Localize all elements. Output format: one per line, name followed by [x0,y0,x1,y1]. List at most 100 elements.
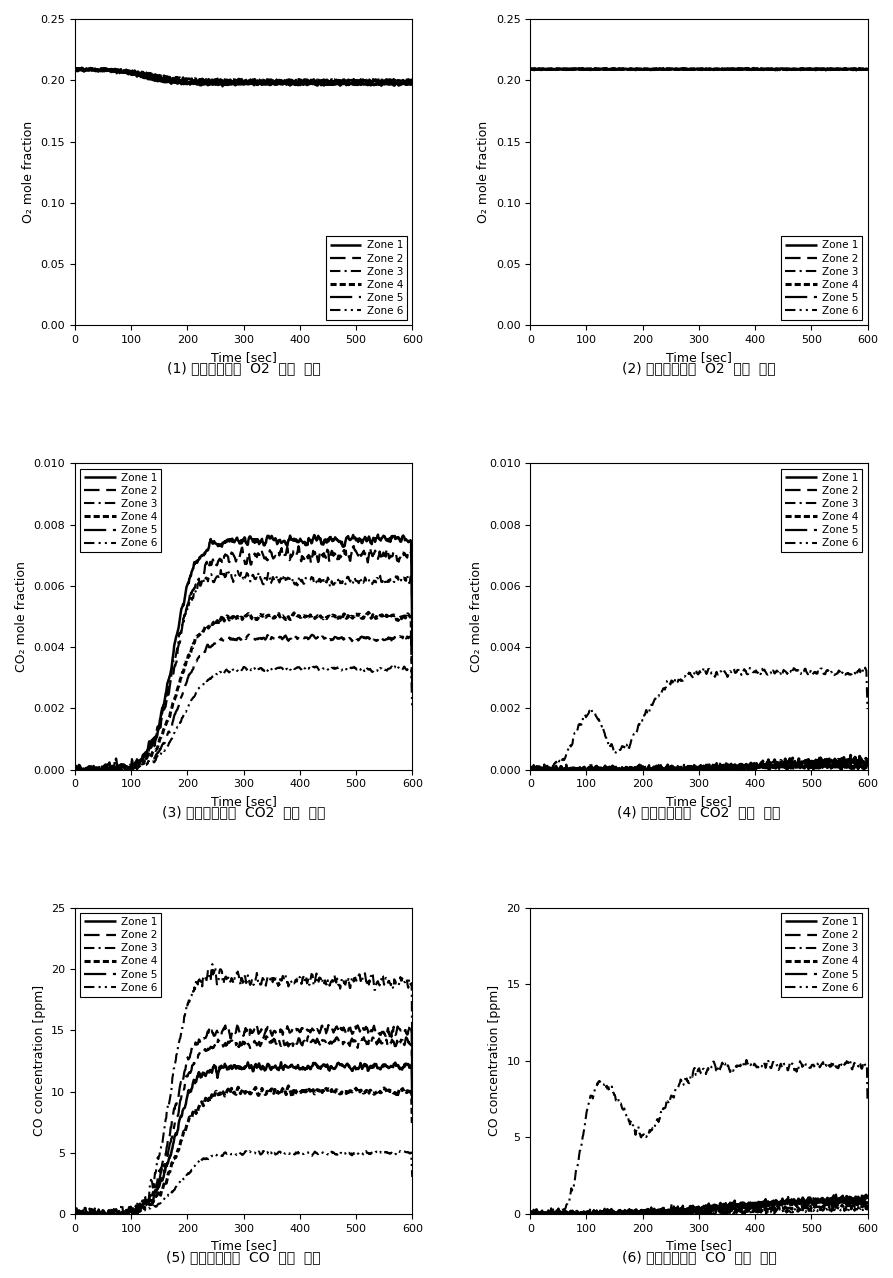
Zone 4 [296,1084,306,1099]
Zone 3 [585,63,596,78]
Zone 4 [751,61,762,77]
Zone 4 [862,1191,872,1206]
Zone 2 [70,61,80,77]
Zone 1 [590,60,601,75]
Zone 3 [751,1058,762,1074]
Line: Zone 6: Zone 6 [75,665,413,772]
X-axis label: Time [sec]: Time [sec] [666,1240,732,1252]
Zone 5 [325,631,336,647]
Zone 4 [724,758,735,773]
Zone 3 [325,976,336,992]
Line: Zone 1: Zone 1 [530,68,867,70]
Zone 1 [828,755,839,771]
Zone 4 [324,77,335,92]
Zone 3 [207,956,218,971]
Zone 2 [222,1022,233,1038]
Zone 2 [157,69,168,84]
Zone 6 [613,762,623,777]
Zone 4 [325,1082,336,1098]
Line: Zone 1: Zone 1 [530,1199,867,1218]
Zone 6 [396,1143,407,1158]
Zone 2 [613,1209,623,1224]
Zone 4 [269,1085,280,1100]
Y-axis label: CO concentration [ppm]: CO concentration [ppm] [488,985,501,1136]
Zone 5 [157,737,168,753]
Line: Zone 5: Zone 5 [530,1203,867,1217]
Zone 1 [157,74,168,89]
Zone 4 [70,1205,80,1220]
Zone 3 [269,73,280,88]
Zone 1 [585,61,596,77]
Zone 1 [862,61,872,77]
Zone 6 [407,73,418,88]
Zone 5 [724,1206,735,1222]
Legend: Zone 1, Zone 2, Zone 3, Zone 4, Zone 5, Zone 6: Zone 1, Zone 2, Zone 3, Zone 4, Zone 5, … [781,236,863,321]
Zone 1 [780,1196,790,1212]
Zone 3 [679,63,689,78]
Zone 6 [390,657,401,672]
Zone 6 [678,61,689,77]
Zone 2 [612,61,622,77]
Zone 3 [525,61,536,77]
Zone 5 [722,61,732,77]
Zone 2 [296,552,306,567]
Zone 6 [269,662,280,677]
Zone 3 [525,1206,536,1222]
Zone 5 [577,1209,588,1224]
Zone 1 [296,1061,306,1076]
Zone 2 [856,754,867,769]
Zone 3 [613,744,623,759]
Zone 6 [75,1209,86,1224]
Zone 3 [553,63,563,78]
Zone 2 [585,61,596,77]
Text: (1) 상층부에서의  O2  농도  변화: (1) 상층부에서의 O2 농도 변화 [167,362,321,376]
Zone 6 [780,1203,790,1218]
Zone 4 [862,61,872,77]
Zone 5 [129,760,140,776]
Zone 2 [613,762,623,777]
Zone 5 [70,763,80,778]
Zone 2 [854,60,864,75]
Zone 6 [678,763,689,778]
Zone 2 [269,74,280,89]
Zone 3 [585,704,596,720]
Zone 1 [678,61,689,77]
Zone 2 [678,1203,689,1218]
Zone 3 [527,764,538,780]
Zone 6 [780,61,790,77]
Zone 3 [763,1052,773,1067]
Zone 4 [625,767,636,782]
Zone 1 [129,759,140,774]
Zone 4 [678,61,689,77]
Zone 5 [585,1204,596,1219]
Zone 5 [751,61,762,77]
Zone 3 [525,763,536,778]
Zone 5 [585,61,596,77]
Zone 1 [325,1061,336,1076]
Zone 4 [724,1199,735,1214]
Zone 6 [585,762,596,777]
Line: Zone 1: Zone 1 [530,763,867,773]
Line: Zone 2: Zone 2 [75,1025,413,1219]
Zone 2 [407,1072,418,1088]
Zone 3 [613,1091,623,1107]
Zone 1 [724,762,735,777]
Zone 1 [780,61,790,77]
Zone 6 [129,1204,140,1219]
Zone 5 [658,766,669,781]
Zone 6 [269,1145,280,1160]
Zone 4 [612,766,622,781]
Zone 2 [352,75,363,91]
Zone 6 [724,1204,735,1219]
Zone 2 [296,1024,306,1039]
Y-axis label: CO concentration [ppm]: CO concentration [ppm] [33,985,46,1136]
Zone 3 [780,63,790,78]
Line: Zone 5: Zone 5 [530,69,867,70]
Line: Zone 4: Zone 4 [530,755,867,774]
Zone 6 [78,764,88,780]
Zone 5 [585,763,596,778]
Zone 1 [296,533,306,548]
Zone 4 [751,1199,762,1214]
Zone 2 [830,1187,841,1203]
Zone 1 [525,61,536,77]
